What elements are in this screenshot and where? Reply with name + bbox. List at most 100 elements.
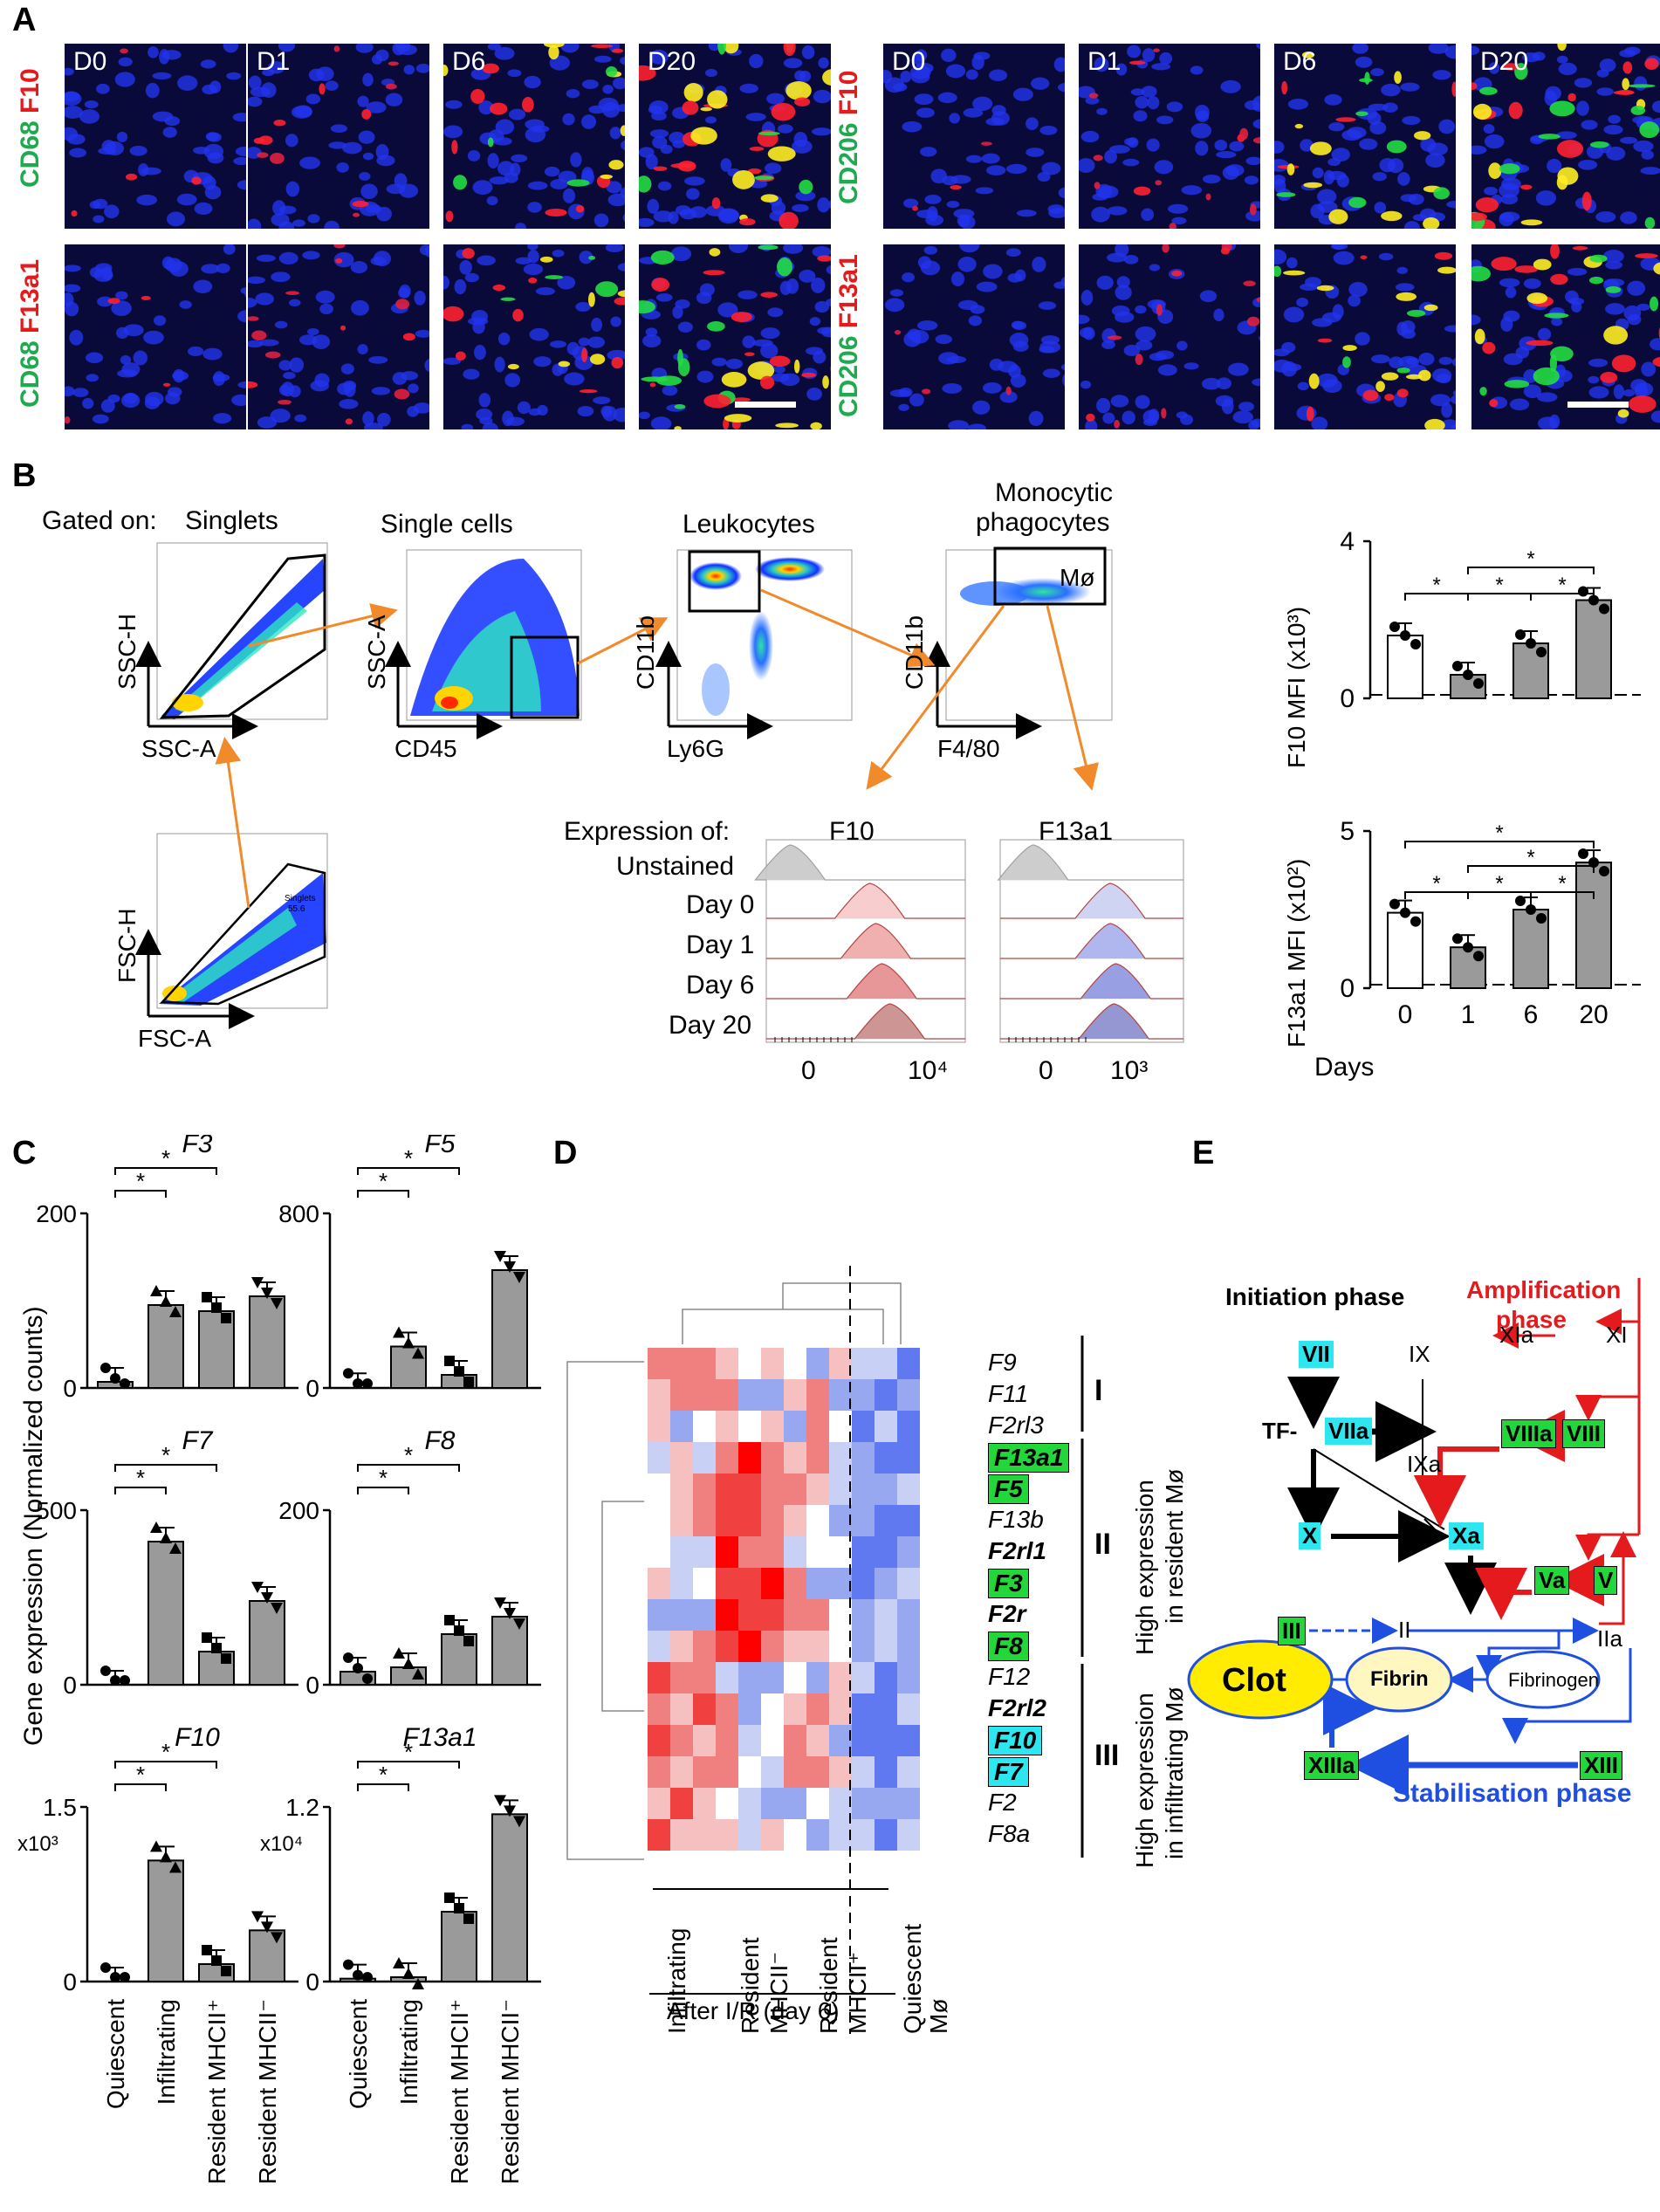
x-category-label: Infiltrating — [153, 1999, 180, 2105]
significance-bracket — [114, 1761, 217, 1769]
nucleus — [339, 399, 359, 409]
significance-star: * — [1526, 547, 1534, 571]
nucleus — [467, 149, 481, 161]
heatmap-cell — [806, 1725, 829, 1756]
nucleus — [814, 300, 830, 313]
significance-star: * — [1495, 574, 1503, 597]
nucleus — [605, 244, 624, 253]
coagulation-factor: XI — [1606, 1322, 1628, 1348]
heatmap-cell — [897, 1379, 920, 1411]
nucleus — [1080, 380, 1092, 389]
nucleus — [1567, 267, 1588, 276]
stain-spot — [1644, 216, 1656, 229]
nucleus — [1432, 70, 1451, 80]
stain-spot — [779, 211, 799, 229]
initiation-phase-label: Initiation phase — [1225, 1283, 1405, 1310]
heatmap-cell — [738, 1756, 761, 1788]
gate-singlets: Singlets — [185, 506, 278, 535]
heatmap-cell — [761, 1536, 784, 1568]
heatmap-cell — [693, 1662, 716, 1693]
nucleus — [129, 145, 147, 156]
nucleus — [913, 51, 925, 66]
nucleus — [1297, 381, 1309, 391]
nucleus — [515, 257, 532, 265]
histogram-title-f10: F10 — [829, 817, 875, 846]
heatmap-cell — [648, 1442, 670, 1474]
heatmap-cell — [670, 1536, 693, 1568]
data-point — [393, 1957, 405, 1968]
nucleus — [385, 93, 403, 106]
nucleus — [324, 220, 340, 229]
heatmap-cell — [738, 1442, 761, 1474]
nucleus — [237, 310, 246, 323]
stain-spot — [141, 295, 151, 301]
nucleus — [620, 187, 625, 200]
stain-spot — [462, 248, 475, 259]
nucleus — [1436, 373, 1451, 384]
nucleus — [255, 292, 274, 306]
nucleus — [415, 329, 429, 338]
heatmap-cell — [670, 1819, 693, 1851]
significance-bracket — [1530, 593, 1595, 601]
histogram-row-label: Unstained — [616, 852, 735, 881]
nucleus — [999, 391, 1018, 403]
heatmap-cell — [761, 1379, 784, 1411]
nucleus — [579, 251, 593, 264]
nucleus — [704, 68, 717, 78]
stain-spot — [579, 388, 598, 394]
heatmap-cell — [648, 1474, 670, 1505]
nucleus — [360, 183, 378, 199]
stain-spot — [639, 175, 652, 193]
stain-spot — [1205, 193, 1211, 201]
nucleus — [1311, 416, 1328, 429]
heatmap-cell — [897, 1599, 920, 1631]
nucleus — [1418, 353, 1435, 366]
nucleus — [986, 165, 1006, 175]
nucleus — [1620, 136, 1638, 144]
stain-spot — [278, 400, 292, 405]
nucleus — [1651, 100, 1660, 113]
nucleus — [357, 344, 368, 355]
stain-spot — [1107, 335, 1122, 340]
nucleus — [523, 263, 544, 276]
heatmap-cell — [716, 1631, 738, 1662]
nucleus — [65, 106, 83, 119]
nucleus — [647, 198, 660, 214]
data-point — [1515, 629, 1526, 640]
nucleus — [1430, 394, 1451, 407]
nucleus — [104, 204, 120, 219]
nucleus — [285, 134, 298, 148]
nucleus — [527, 181, 548, 190]
micrograph-tile: D0 — [65, 44, 246, 229]
stain-spot — [1616, 89, 1635, 95]
data-point — [221, 1313, 231, 1323]
stain-spot — [1423, 304, 1438, 312]
significance-star: * — [161, 1145, 170, 1171]
heatmap-cell — [670, 1662, 693, 1693]
stain-spot — [340, 325, 346, 331]
nucleus — [914, 93, 934, 106]
nucleus — [917, 256, 932, 269]
nucleus — [1331, 148, 1350, 162]
panel-label-d: D — [553, 1135, 578, 1171]
data-point — [211, 1302, 222, 1313]
data-point — [393, 1326, 405, 1338]
nucleus — [511, 154, 528, 162]
nucleus — [101, 266, 113, 281]
data-point — [402, 1658, 415, 1669]
micrograph-cells — [65, 244, 246, 424]
nucleus — [1316, 373, 1338, 388]
nucleus — [549, 340, 567, 348]
data-point — [1463, 942, 1473, 953]
nucleus — [1630, 379, 1648, 393]
nucleus — [235, 146, 246, 157]
nucleus — [1378, 252, 1394, 261]
coagulation-factor: IXa — [1407, 1451, 1442, 1477]
significance-star: * — [404, 1145, 413, 1171]
data-point — [221, 1653, 231, 1664]
day-label: D1 — [257, 47, 291, 76]
nucleus — [147, 46, 159, 58]
heatmap-cell — [716, 1379, 738, 1411]
stain-spot — [1239, 127, 1249, 141]
nucleus — [1556, 55, 1568, 64]
